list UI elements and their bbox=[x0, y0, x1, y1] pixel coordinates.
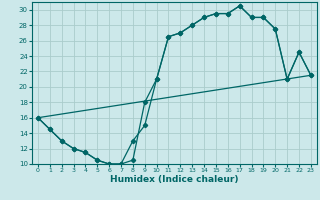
X-axis label: Humidex (Indice chaleur): Humidex (Indice chaleur) bbox=[110, 175, 239, 184]
